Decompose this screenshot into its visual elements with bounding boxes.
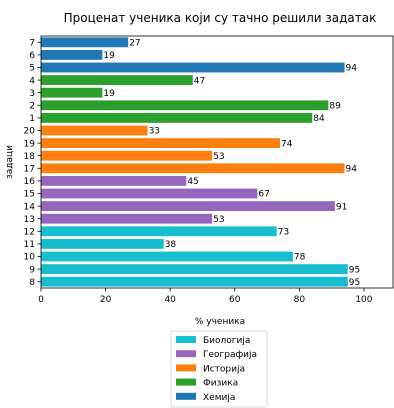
y-tick-label: 10 — [24, 253, 36, 263]
y-tick-label: 9 — [29, 265, 35, 275]
y-tick-label: 6 — [29, 51, 35, 61]
y-tick-label: 17 — [24, 165, 35, 175]
y-tick-label: 15 — [24, 190, 35, 200]
bar — [41, 201, 335, 212]
bar — [41, 163, 345, 174]
legend-label: Физика — [203, 379, 238, 389]
data-label: 89 — [329, 102, 341, 112]
x-tick-label: 40 — [164, 295, 176, 305]
data-label: 78 — [294, 253, 306, 263]
data-label: 38 — [165, 240, 177, 250]
x-axis-ticks: 0 20 40 60 80 100 — [38, 288, 373, 305]
legend: Биологија Географија Историја Физика Хемија — [170, 330, 268, 408]
data-label: 53 — [213, 215, 224, 225]
data-label: 67 — [258, 190, 269, 200]
bar — [41, 62, 345, 73]
bar — [41, 150, 213, 161]
data-label: 74 — [281, 139, 293, 149]
data-label: 45 — [187, 177, 198, 187]
data-label: 94 — [346, 64, 358, 74]
y-tick-label: 16 — [24, 177, 36, 187]
data-label: 95 — [349, 265, 360, 275]
bars-group: 27 19 94 47 19 89 84 33 74 53 94 45 67 91 53 73 38 78 95 95 — [41, 37, 360, 288]
x-tick-label: 0 — [38, 295, 44, 305]
y-tick-label: 1 — [29, 114, 35, 124]
x-tick-label: 60 — [229, 295, 241, 305]
y-tick-label: 8 — [29, 278, 35, 288]
y-axis-label: задаци — [5, 145, 15, 179]
legend-swatch — [176, 364, 196, 372]
legend-swatch — [176, 392, 196, 400]
y-tick-label: 5 — [29, 64, 35, 74]
y-tick-label: 3 — [29, 89, 35, 99]
bar — [41, 75, 193, 86]
bar — [41, 175, 187, 186]
legend-swatch — [176, 350, 196, 358]
data-label: 27 — [129, 39, 140, 49]
bar — [41, 49, 103, 60]
legend-swatch — [176, 378, 196, 386]
data-label: 53 — [213, 152, 224, 162]
data-label: 19 — [103, 89, 115, 99]
legend-frame — [170, 330, 268, 408]
data-label: 47 — [194, 76, 205, 86]
x-axis-label: % ученика — [195, 317, 245, 327]
chart-title: Проценат ученика који су тачно решили за… — [64, 11, 377, 25]
x-tick-label: 80 — [294, 295, 306, 305]
bar — [41, 213, 213, 224]
data-label: 73 — [278, 228, 289, 238]
y-tick-label: 18 — [24, 152, 36, 162]
data-label: 94 — [346, 165, 358, 175]
legend-swatch — [176, 336, 196, 343]
y-tick-label: 7 — [29, 39, 35, 49]
y-tick-label: 4 — [29, 76, 35, 86]
bar — [41, 138, 280, 149]
y-tick-label: 12 — [24, 228, 35, 238]
data-label: 33 — [149, 127, 160, 137]
x-tick-label: 100 — [355, 295, 372, 305]
data-label: 19 — [103, 51, 115, 61]
bar — [41, 264, 348, 275]
x-tick-label: 20 — [100, 295, 112, 305]
bar — [41, 251, 293, 262]
data-label: 84 — [313, 114, 325, 124]
bar — [41, 226, 277, 237]
legend-label: Историја — [203, 364, 245, 374]
y-tick-label: 20 — [24, 127, 36, 137]
data-label: 95 — [349, 278, 360, 288]
bar — [41, 276, 348, 287]
y-tick-label: 14 — [24, 202, 36, 212]
bar — [41, 100, 329, 111]
bar — [41, 188, 258, 199]
bar — [41, 112, 313, 123]
y-tick-label: 19 — [24, 139, 36, 149]
bar — [41, 37, 129, 48]
y-tick-label: 2 — [29, 102, 35, 112]
bar — [41, 238, 164, 249]
legend-label: Географија — [203, 350, 257, 360]
data-label: 91 — [336, 202, 347, 212]
bar — [41, 125, 148, 136]
legend-label: Хемија — [203, 393, 235, 403]
y-tick-label: 13 — [24, 215, 35, 225]
bar — [41, 87, 103, 98]
plot-frame — [40, 35, 394, 289]
legend-label: Биологија — [203, 336, 250, 346]
y-tick-label: 11 — [24, 240, 35, 250]
